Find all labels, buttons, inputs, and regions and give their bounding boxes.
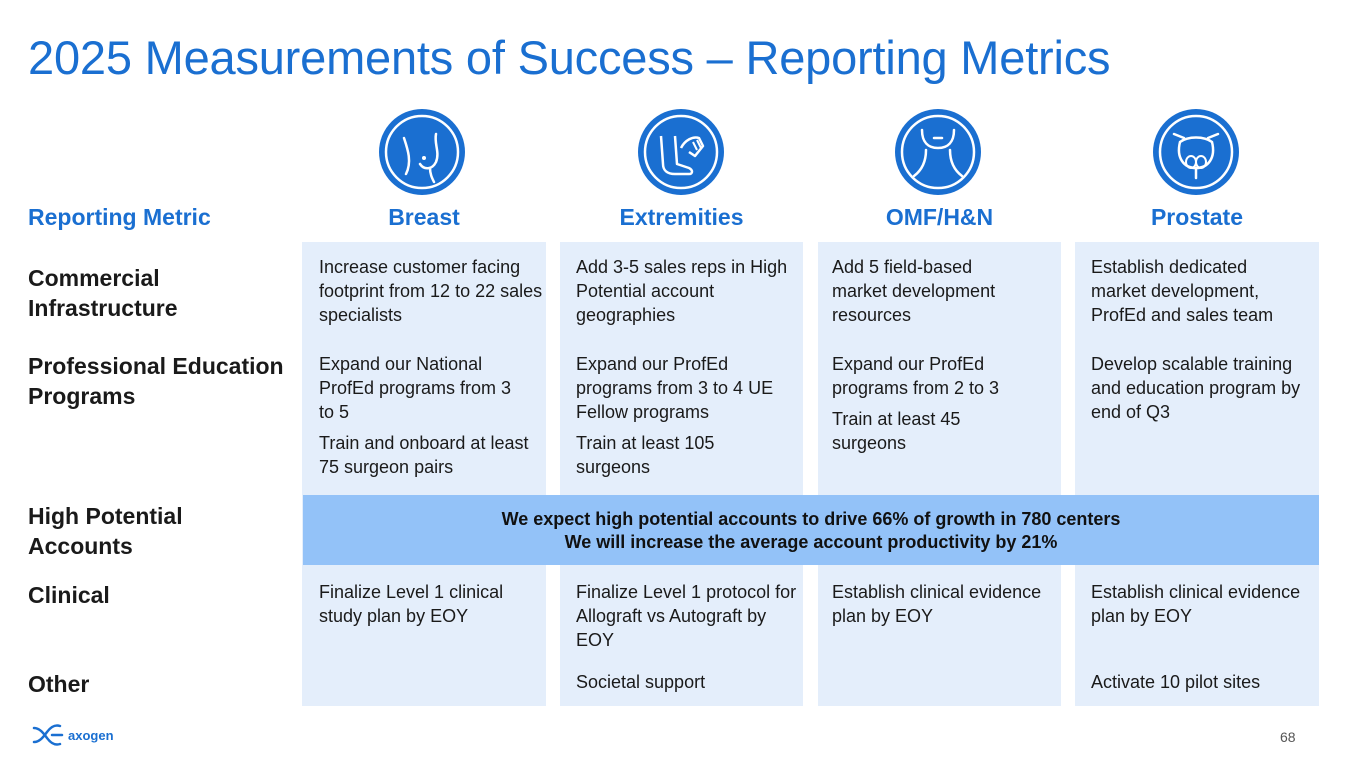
header-breast: Breast [388,204,460,230]
row-label-commercial: Commercial Infrastructure [28,265,178,321]
omf-commercial: Add 5 field-based market development res… [832,257,996,325]
prostate-clinical: Establish clinical evidence plan by EOY [1091,582,1301,626]
extremities-clinical: Finalize Level 1 protocol for Allograft … [576,582,797,650]
breast-icon [378,108,466,196]
banner-line-1: We expect high potential accounts to dri… [501,509,1121,529]
row-label-profed: Professional Education Programs [28,353,284,409]
column-bg-extremities [560,242,803,706]
column-bg-omf [818,242,1061,706]
header-prostate: Prostate [1150,204,1244,230]
logo-text: axogen [68,727,114,743]
row-label-other: Other [28,671,90,697]
extremities-profed-2: Train at least 105 surgeons [576,433,715,477]
breast-commercial: Increase customer facing footprint from … [319,257,543,325]
breast-profed-2: Train and onboard at least 75 surgeon pa… [319,433,529,477]
row-label-clinical: Clinical [28,582,110,608]
header-omf: OMF/H&N [885,204,994,230]
prostate-commercial: Establish dedicated market development, … [1091,257,1274,325]
omf-clinical: Establish clinical evidence plan by EOY [832,582,1042,626]
axogen-logo: axogen [30,720,114,750]
header-reporting-metric: Reporting Metric [28,204,211,230]
omf-profed-2: Train at least 45 surgeons [832,409,961,453]
extremities-other: Societal support [576,672,706,692]
column-bg-prostate [1075,242,1319,706]
page-title: 2025 Measurements of Success – Reporting… [28,31,1111,84]
prostate-other: Activate 10 pilot sites [1091,672,1261,692]
column-bg-breast [302,242,546,706]
banner-line-2: We will increase the average account pro… [564,532,1058,552]
omf-profed-1: Expand our ProfEd programs from 2 to 3 [832,354,1000,398]
high-potential-banner: We expect high potential accounts to dri… [303,495,1319,565]
extremities-commercial: Add 3-5 sales reps in High Potential acc… [576,257,788,325]
prostate-profed-1: Develop scalable training and education … [1091,354,1301,422]
extremities-profed-1: Expand our ProfEd programs from 3 to 4 U… [576,354,774,422]
breast-profed-1: Expand our National ProfEd programs from… [319,354,512,422]
neck-icon [894,108,982,196]
breast-clinical: Finalize Level 1 clinical study plan by … [319,582,504,626]
header-extremities: Extremities [619,204,744,230]
axogen-logo-mark-icon [32,724,64,746]
row-label-high-potential: High Potential Accounts [28,503,183,559]
foot-hand-icon [637,108,725,196]
prostate-icon [1152,108,1240,196]
page-number: 68 [1280,729,1296,745]
